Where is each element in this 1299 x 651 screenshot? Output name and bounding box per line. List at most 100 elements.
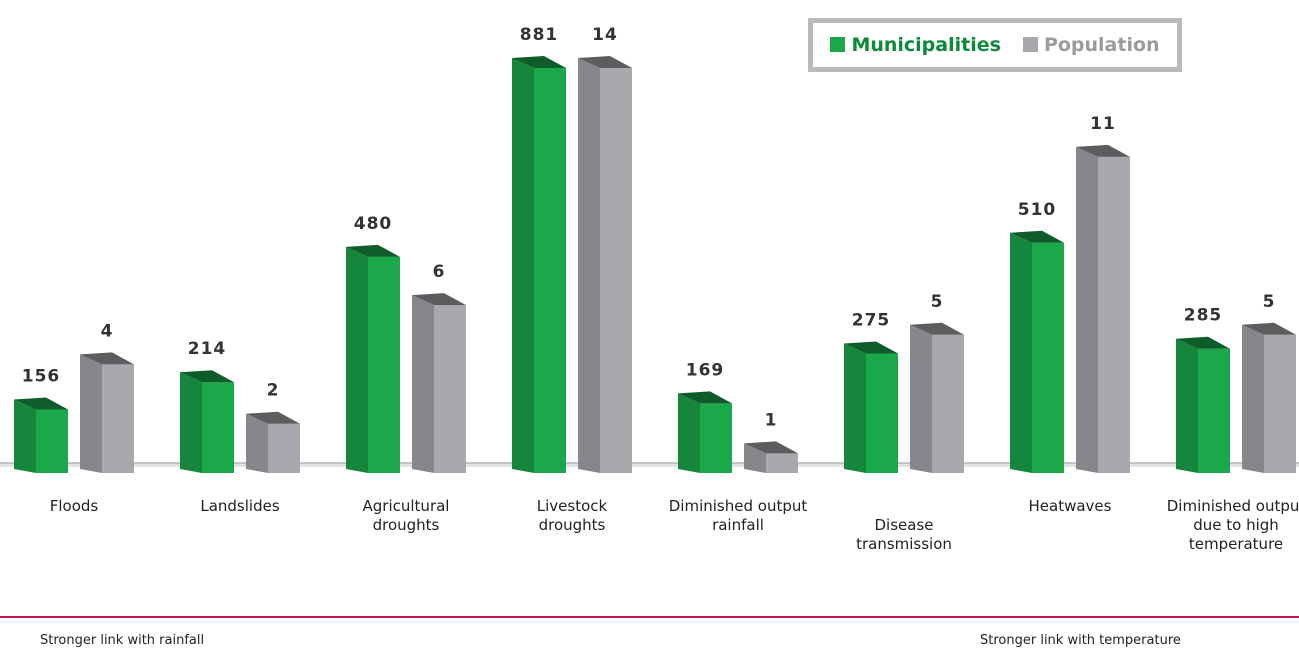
bar-top	[14, 397, 68, 410]
bar	[1076, 144, 1130, 473]
value-label: 285	[1184, 306, 1223, 326]
bar-side	[744, 443, 766, 473]
value-label: 156	[22, 367, 61, 387]
value-label: 214	[188, 339, 227, 359]
bar-top	[1242, 322, 1296, 335]
bar-top	[844, 341, 898, 354]
value-label: 480	[354, 214, 393, 234]
bar-side	[1176, 338, 1198, 473]
annotation: Stronger link with rainfall	[40, 633, 205, 648]
bar-side	[346, 246, 368, 473]
bar-top	[346, 244, 400, 257]
legend-item: Municipalities	[830, 34, 1001, 56]
bar-top	[1076, 144, 1130, 157]
bar-front	[268, 423, 300, 473]
x-tick-label: Heatwaves	[1028, 497, 1112, 515]
bar-top	[744, 441, 798, 454]
bar	[1242, 322, 1296, 473]
bar-side	[512, 58, 534, 473]
bar-side	[180, 372, 202, 473]
bar-top	[246, 411, 300, 424]
bar-side	[1010, 232, 1032, 473]
bar-top	[80, 352, 134, 365]
x-tick-label: Livestock droughts	[536, 497, 608, 534]
bar	[14, 397, 68, 473]
bar-top	[910, 322, 964, 335]
legend-swatch	[1022, 37, 1038, 52]
legend: Municipalities Population	[808, 18, 1182, 72]
bar-side	[844, 343, 866, 473]
value-label: 4	[101, 321, 114, 341]
bar	[412, 293, 466, 473]
bar	[80, 352, 134, 473]
bar	[744, 441, 798, 473]
bar-front	[102, 364, 134, 473]
value-label: 275	[852, 310, 891, 330]
bar-front	[368, 256, 400, 473]
bar-top	[412, 293, 466, 306]
bar-side	[1242, 324, 1264, 473]
bar-side	[80, 354, 102, 473]
bar	[512, 56, 566, 473]
annotation: Stronger link with temperature	[980, 633, 1181, 648]
bar-front	[766, 453, 798, 473]
bar-top	[180, 370, 234, 383]
x-tick-label: Diminished output due to high temperatur…	[1166, 497, 1299, 553]
value-label: 1	[765, 410, 778, 430]
bar-side	[246, 413, 268, 473]
bar-front	[1264, 334, 1296, 473]
bar-top	[1010, 230, 1064, 243]
value-label: 169	[686, 360, 725, 380]
bar-front	[700, 403, 732, 473]
bar	[346, 244, 400, 473]
bar	[844, 341, 898, 473]
x-tick-label: Floods	[49, 497, 99, 515]
bar-top	[1176, 336, 1230, 349]
bar-front	[202, 382, 234, 473]
x-tick-label: Disease transmission	[856, 516, 952, 553]
bar-front	[434, 305, 466, 473]
bar-front	[1032, 242, 1064, 473]
bar-top	[512, 56, 566, 68]
bar-front	[1198, 348, 1230, 473]
value-label: 510	[1018, 200, 1057, 220]
bar-front	[36, 409, 68, 473]
value-label: 11	[1090, 114, 1116, 134]
bar-front	[534, 68, 566, 473]
bar-top	[678, 391, 732, 404]
bar-side	[1076, 146, 1098, 473]
bar-top	[578, 56, 632, 68]
bar-front	[932, 334, 964, 473]
value-label: 5	[1263, 292, 1276, 312]
baseline-shadow	[0, 463, 1299, 467]
x-tick-label: Diminished output rainfall	[668, 497, 808, 534]
value-label: 6	[433, 262, 446, 282]
x-tick-label: Landslides	[200, 497, 280, 515]
bar-side	[14, 399, 36, 473]
bar-side	[910, 324, 932, 473]
bar-side	[678, 393, 700, 473]
bar-front	[1098, 156, 1130, 473]
legend-label: Municipalities	[851, 34, 1001, 56]
legend-item: Population	[1022, 34, 1160, 56]
value-label: 14	[592, 25, 618, 45]
bar	[1176, 336, 1230, 473]
bar-side	[578, 58, 600, 473]
value-label: 2	[267, 381, 280, 401]
bar-front	[600, 68, 632, 473]
bar	[180, 370, 234, 473]
legend-label: Population	[1043, 34, 1160, 56]
value-label: 881	[520, 25, 559, 45]
bar	[246, 411, 300, 473]
bar	[578, 56, 632, 473]
bar	[678, 391, 732, 473]
bar-side	[412, 295, 434, 473]
bar	[1010, 230, 1064, 473]
legend-swatch	[830, 37, 846, 52]
value-label: 5	[931, 292, 944, 312]
bar	[910, 322, 964, 473]
x-tick-label: Agricultural droughts	[362, 497, 450, 534]
bar-front	[866, 353, 898, 473]
